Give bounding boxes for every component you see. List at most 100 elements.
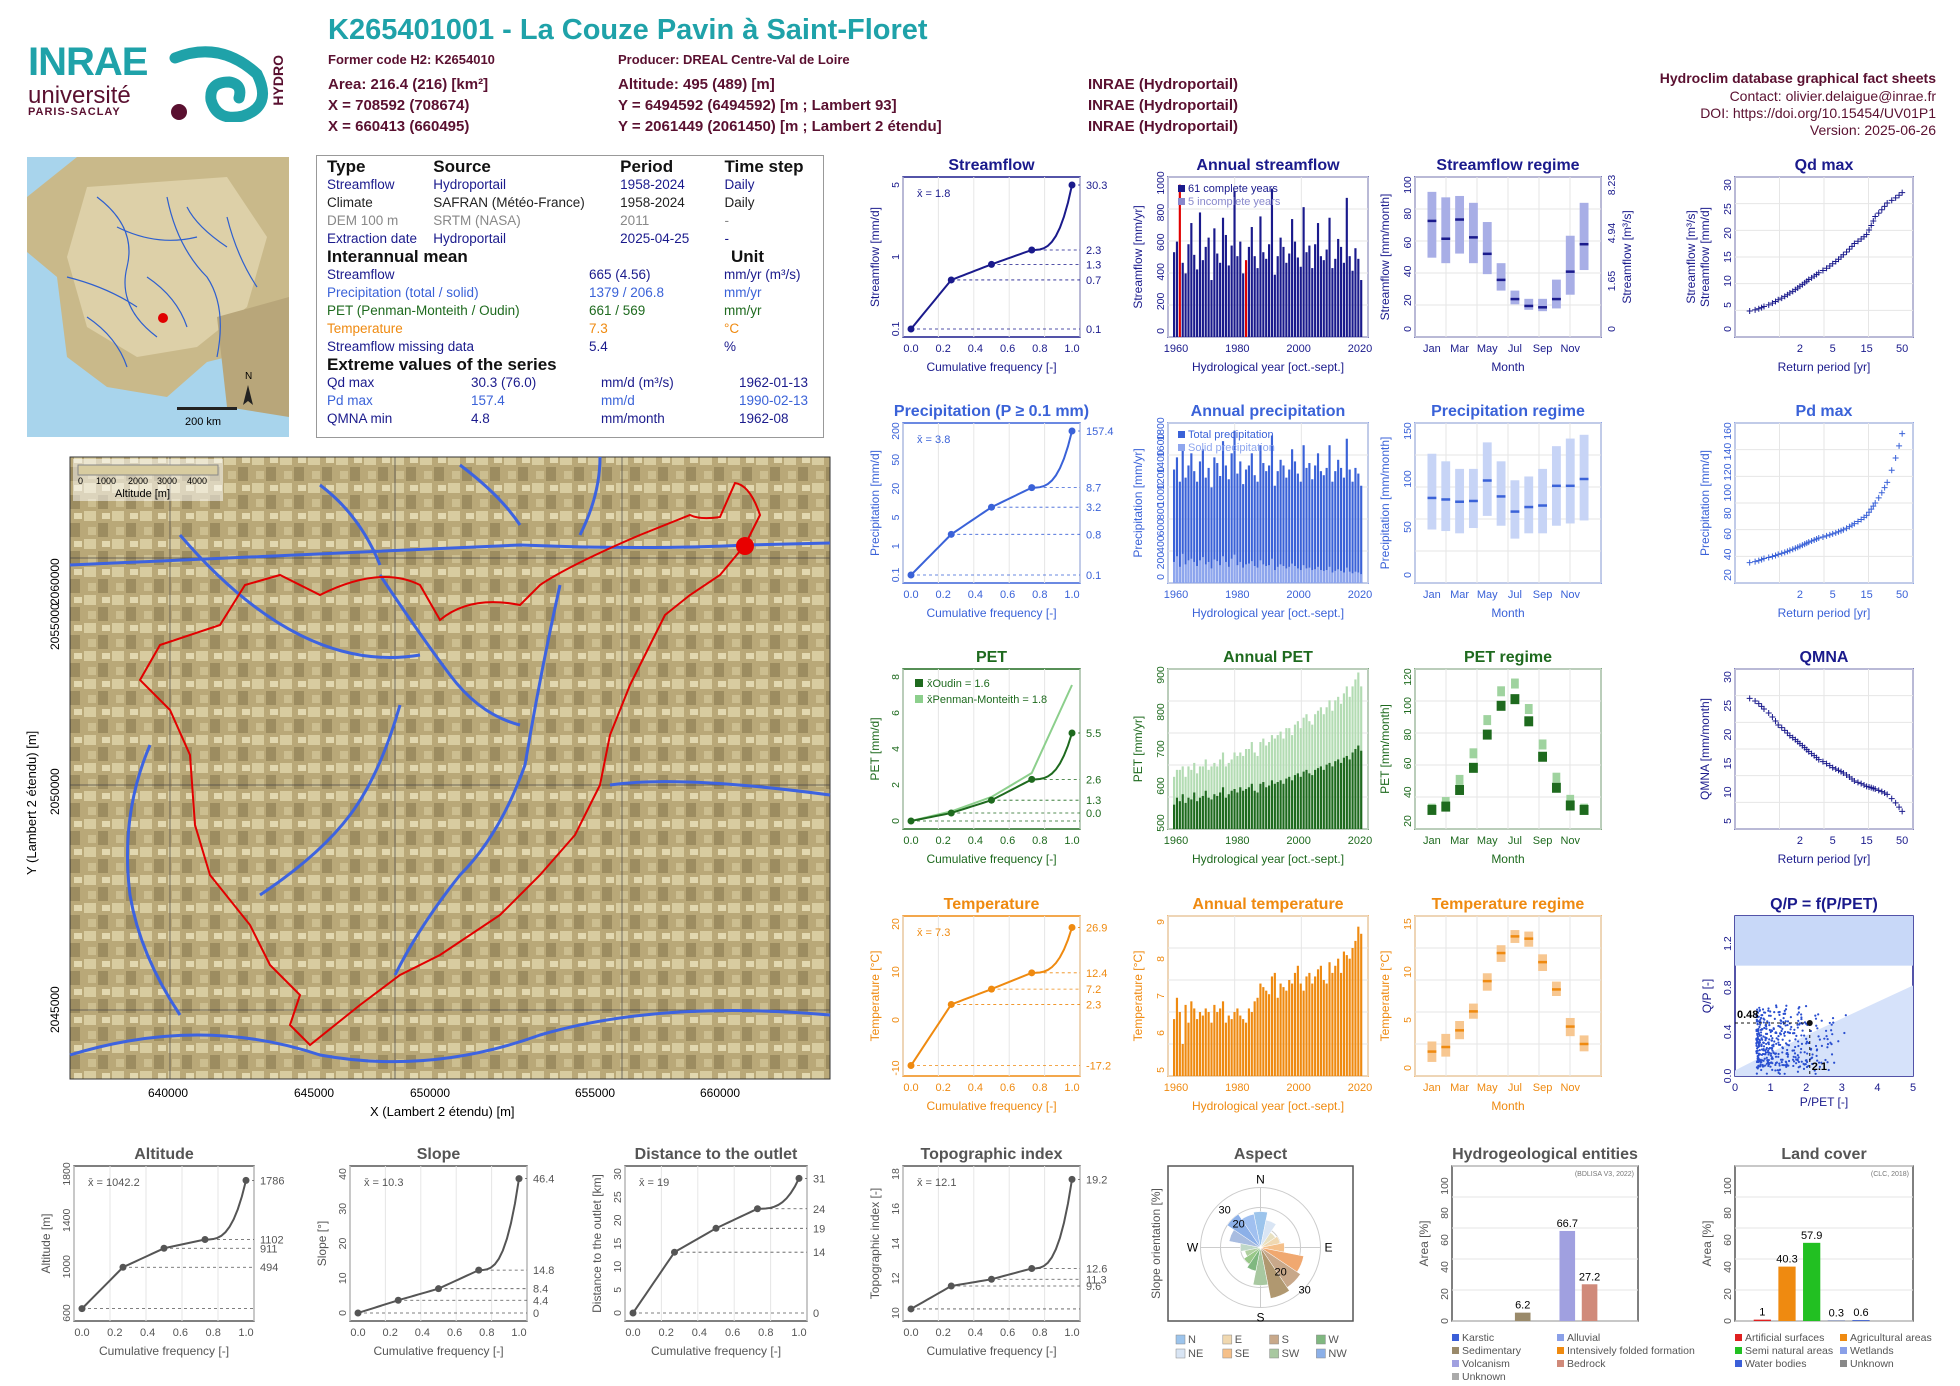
qmna-xtick: 2 [1797, 835, 1803, 847]
topo_dist-title: Topographic index [921, 1146, 1063, 1163]
temperature_regime-median [1524, 937, 1534, 940]
hydrogeology-ylabel: Area [%] [1417, 1220, 1431, 1266]
precipitation-xtick: 0.8 [1032, 589, 1047, 601]
qp_ppet-point [1777, 1043, 1781, 1046]
qp_ppet-point [1756, 1058, 1759, 1061]
annual_streamflow-bar [1351, 270, 1354, 337]
precipitation-point [1028, 484, 1036, 492]
qd_max-point [1870, 218, 1877, 224]
pet_regime-box-pm [1469, 748, 1478, 759]
land_cover-bar [1852, 1320, 1870, 1321]
aspect-legend-swatch [1269, 1334, 1279, 1345]
qp_ppet-point [1764, 1064, 1767, 1067]
annual_streamflow-bar [1270, 188, 1274, 337]
pd_max-point [1881, 484, 1888, 491]
aspect-compass-w: W [1187, 1241, 1199, 1255]
annual_temperature-bar [1265, 990, 1268, 1076]
streamflow_regime-median [1538, 306, 1548, 309]
qd_max-point [1854, 238, 1861, 245]
qp_ppet-point [1789, 1028, 1792, 1031]
annual_precipitation-bar [1270, 435, 1274, 583]
qp_ppet-point [1826, 1061, 1829, 1064]
annual_temperature-ylabel: Temperature [°C] [1131, 951, 1145, 1042]
annual_precipitation-bar-solid [1175, 556, 1179, 583]
qp_ppet-point [1826, 1046, 1829, 1049]
annual_precipitation-bar [1328, 445, 1331, 583]
annual_precipitation-bar [1181, 445, 1184, 583]
aspect-legend-swatch [1175, 1334, 1186, 1345]
slope_dist-xtick: 1.0 [511, 1327, 526, 1339]
precipitation_regime-median [1482, 479, 1492, 482]
annual_precipitation-ytick: 1200 [1155, 466, 1167, 490]
annual_precipitation-legend-swatch [1178, 431, 1185, 438]
distance_dist-point [795, 1174, 803, 1182]
temperature_regime-title: Temperature regime [1432, 896, 1585, 913]
qp_ppet-point [1767, 1049, 1770, 1052]
qp_ppet-point [1794, 1045, 1797, 1049]
annual_precipitation-bar [1357, 473, 1360, 583]
annual_temperature-bar [1285, 990, 1288, 1076]
annual_streamflow-bar [1268, 244, 1271, 337]
pet-ytick: 0 [890, 818, 902, 824]
qp_ppet-point [1764, 1049, 1767, 1052]
annual_streamflow-bar [1328, 217, 1331, 337]
annual_streamflow-bar [1291, 219, 1294, 337]
precipitation-xtick: 1.0 [1064, 589, 1079, 601]
qp_ppet-point [1758, 1038, 1761, 1042]
aspect-sector [1253, 1211, 1268, 1248]
y-lambert2e: Y = 2061449 (2061450) [m ; Lambert 2 éte… [618, 118, 942, 135]
streamflow_regime-median [1455, 218, 1465, 221]
qp_ppet-point [1781, 1063, 1784, 1067]
annual_temperature-bar [1196, 1019, 1199, 1076]
qmna-point [1840, 770, 1847, 776]
qp_ppet-point [1784, 1020, 1787, 1023]
qd_max-xlabel: Return period [yr] [1778, 360, 1871, 374]
streamflow_regime-xlabel: Month [1491, 360, 1524, 374]
pd_max-point [1884, 479, 1891, 486]
unit-title: Unit [731, 247, 765, 266]
annual_precipitation-bar [1331, 481, 1334, 583]
qp_ppet-point [1796, 1023, 1799, 1026]
topo_dist-ytick: 18 [890, 1168, 902, 1180]
annual_temperature-bar [1262, 987, 1265, 1076]
distance_dist-xlabel: Cumulative frequency [-] [651, 1344, 781, 1358]
annual_streamflow-bar [1316, 223, 1320, 337]
precipitation_regime-ytick: 0 [1402, 572, 1414, 578]
temperature_regime-xtick: Jul [1508, 1082, 1522, 1094]
topo_dist-point [907, 1305, 915, 1313]
qp_ppet-point [1762, 1017, 1765, 1020]
annual_precipitation-bar [1308, 463, 1311, 583]
qp_ppet-point [1789, 1016, 1792, 1019]
qp_ppet-point [1803, 1051, 1806, 1054]
annual_pet-bar [1302, 771, 1305, 829]
qmna-point [1769, 714, 1776, 720]
qp_ppet-point [1826, 1043, 1830, 1046]
qp_ppet-point [1832, 1021, 1835, 1024]
streamflow_regime-box [1441, 197, 1451, 264]
slope_dist-xtick: 0.2 [383, 1327, 398, 1339]
topo_dist-right-label: 12.6 [1086, 1263, 1107, 1275]
pd_max-point [1851, 520, 1858, 527]
annual_pet-xtick: 2020 [1348, 835, 1372, 847]
qp_ppet-point [1800, 1013, 1803, 1016]
qp_ppet-point [1766, 1060, 1769, 1063]
qp_ppet-point [1771, 1044, 1774, 1047]
temperature-xtick: 0.6 [1000, 1082, 1015, 1094]
annual_streamflow-bar [1178, 184, 1181, 337]
annual_precipitation-bar-solid [1196, 565, 1199, 583]
streamflow-xtick: 0.0 [903, 343, 918, 355]
annual_precipitation-bar-solid [1262, 564, 1265, 583]
annual_precipitation-bar-solid [1242, 567, 1245, 583]
panel-hydrogeology: Hydrogeological entities 6.2 66.7 27.2 (BDLI… [1417, 1146, 1695, 1383]
land_cover-value-label: 0.3 [1829, 1308, 1844, 1320]
annual_pet-bar [1173, 804, 1176, 829]
annual_precipitation-bar [1345, 438, 1348, 583]
pet_regime-median [1524, 716, 1534, 727]
qp_ppet-budyko-region [1735, 985, 1913, 1076]
qp_ppet-point [1782, 1012, 1785, 1015]
annual_precipitation-bar-solid [1296, 568, 1299, 583]
annual_streamflow-bar [1207, 237, 1210, 337]
qp_ppet-point [1766, 1041, 1770, 1044]
